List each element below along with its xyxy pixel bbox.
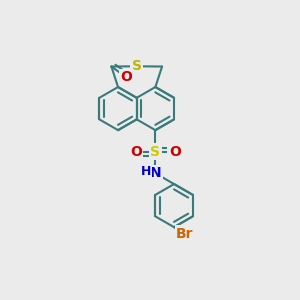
Text: S: S: [150, 145, 161, 159]
Text: N: N: [150, 166, 161, 180]
Text: O: O: [130, 145, 142, 159]
Text: S: S: [132, 59, 142, 73]
Text: Br: Br: [176, 226, 194, 241]
Text: O: O: [169, 145, 181, 159]
Text: H: H: [141, 165, 151, 178]
Text: O: O: [120, 70, 132, 84]
